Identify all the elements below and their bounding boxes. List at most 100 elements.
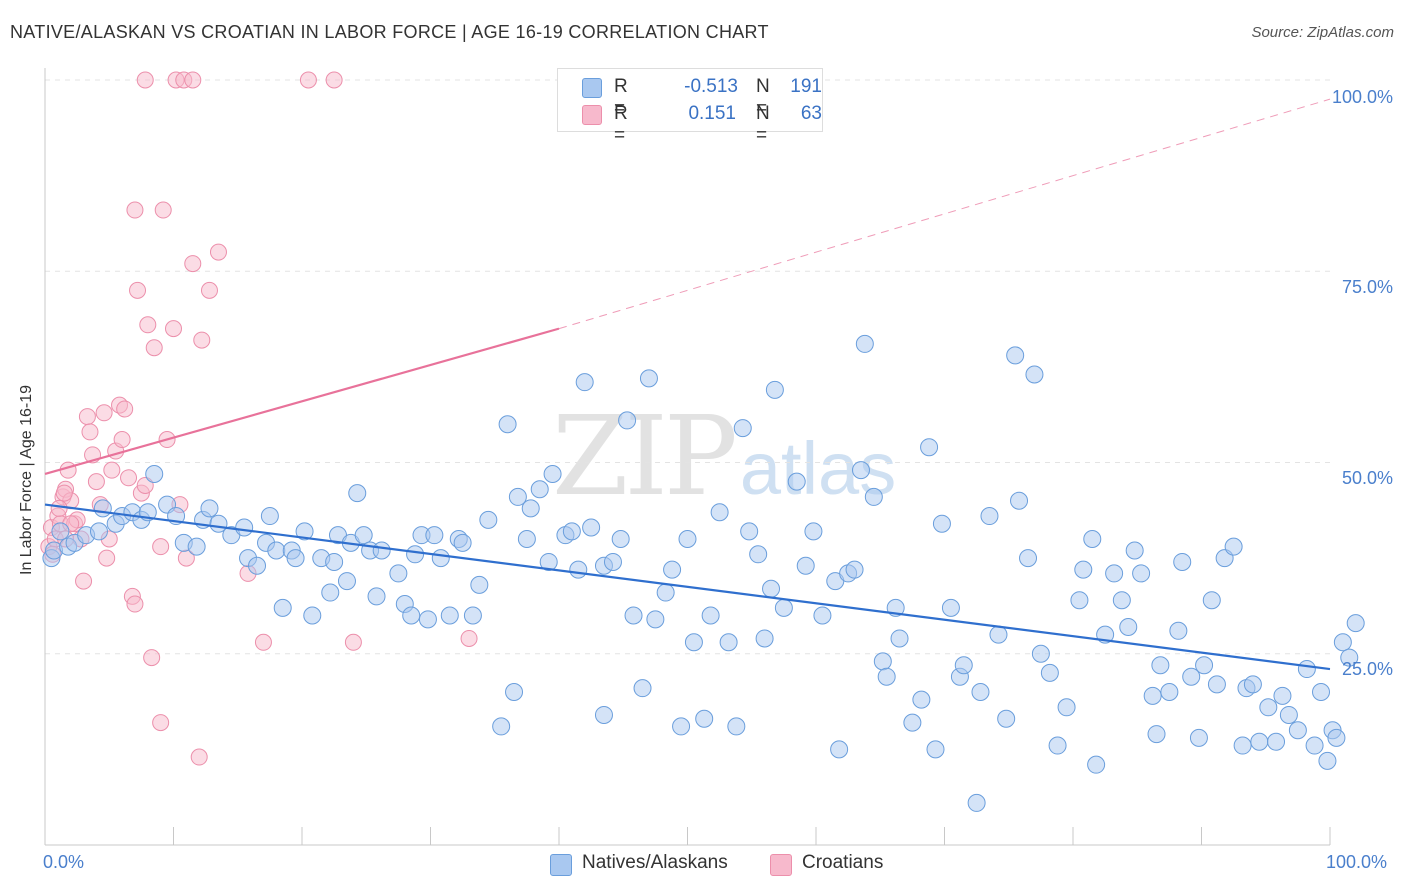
natives-point <box>273 598 292 617</box>
natives-point <box>912 690 931 709</box>
natives-point <box>248 556 267 575</box>
natives-point <box>877 667 896 686</box>
croatians-point <box>50 499 68 517</box>
legend-r-value: -0.513 <box>684 76 738 97</box>
natives-point <box>1340 648 1359 667</box>
legend-n-label: N = <box>756 76 770 119</box>
natives-point <box>1318 751 1337 770</box>
croatians-point <box>184 255 202 273</box>
croatians-point <box>78 408 96 426</box>
natives-point <box>1019 549 1038 568</box>
natives-point <box>733 419 752 438</box>
croatians-point <box>193 331 211 349</box>
natives-point <box>1125 541 1144 560</box>
natives-point <box>479 510 498 529</box>
natives-point <box>830 740 849 759</box>
natives-point <box>1112 591 1131 610</box>
natives-point <box>575 373 594 392</box>
natives-point <box>1057 698 1076 717</box>
croatians-point <box>113 431 131 449</box>
axes <box>44 68 1331 846</box>
croatians-point <box>81 423 99 441</box>
croatians-point <box>299 71 317 89</box>
croatians-point <box>190 748 208 766</box>
natives-point <box>295 522 314 541</box>
legend-swatch-blue <box>582 78 602 98</box>
croatians-point <box>200 281 218 299</box>
croatians-point <box>139 316 157 334</box>
croatians-point <box>254 633 272 651</box>
natives-point <box>1119 617 1138 636</box>
croatians-point <box>460 629 478 647</box>
legend-swatch-pink <box>582 105 602 125</box>
croatians-point <box>184 71 202 89</box>
croatians-point <box>152 538 170 556</box>
natives-point <box>431 549 450 568</box>
croatians-point <box>116 400 134 418</box>
croatians-point <box>120 469 138 487</box>
natives-point <box>1224 537 1243 556</box>
legend-r-label: R = <box>614 76 628 119</box>
y-tick-label-75: 75.0% <box>1341 277 1393 297</box>
natives-point <box>418 610 437 629</box>
natives-point <box>1083 530 1102 548</box>
croatians-point <box>126 595 144 613</box>
natives-point <box>618 411 637 430</box>
natives-point <box>954 656 973 675</box>
natives-point <box>402 606 421 625</box>
natives-point <box>1273 686 1292 705</box>
legend-swatch-croatians <box>770 854 792 876</box>
natives-points <box>42 334 1365 812</box>
croatians-point <box>98 549 116 567</box>
natives-point <box>890 629 909 648</box>
natives-point <box>989 625 1008 644</box>
legend-label-croatians: Croatians <box>802 852 884 873</box>
croatians-point <box>95 404 113 422</box>
natives-point <box>354 526 373 545</box>
natives-point <box>701 606 720 625</box>
natives-point <box>1207 675 1226 694</box>
y-axis-label: In Labor Force | Age 16-19 <box>18 384 35 575</box>
natives-point <box>1182 667 1201 686</box>
natives-point <box>639 369 658 388</box>
natives-point <box>873 652 892 671</box>
natives-point <box>1010 491 1029 510</box>
natives-trend-line <box>44 503 1331 671</box>
natives-point <box>603 552 622 571</box>
natives-point <box>1143 686 1162 705</box>
natives-point <box>1189 728 1208 747</box>
natives-point <box>492 717 511 736</box>
natives-point <box>463 606 482 625</box>
natives-point <box>932 514 951 533</box>
natives-point <box>337 572 356 591</box>
natives-point <box>1288 721 1307 740</box>
natives-point <box>372 541 391 560</box>
natives-point <box>804 522 823 541</box>
natives-point <box>325 552 344 571</box>
natives-point <box>1105 564 1124 583</box>
croatians-trend-line <box>44 327 560 476</box>
natives-point <box>187 537 206 556</box>
natives-point <box>453 533 472 552</box>
natives-point <box>762 579 781 598</box>
x-tick-label-0: 0.0% <box>43 852 85 872</box>
natives-point <box>755 629 774 648</box>
natives-point <box>855 334 874 353</box>
stats-legend: R = -0.513 N = 191 R = 0.151 N = 63 <box>557 68 823 146</box>
natives-point <box>774 598 793 617</box>
natives-point <box>1151 656 1170 675</box>
natives-point <box>1202 591 1221 610</box>
natives-point <box>646 610 665 629</box>
natives-point <box>624 606 643 625</box>
natives-point <box>1259 698 1278 717</box>
natives-point <box>1312 683 1331 701</box>
natives-point <box>260 507 279 526</box>
natives-point <box>1195 656 1214 675</box>
natives-point <box>663 560 682 579</box>
natives-point <box>521 499 540 518</box>
y-tick-label-50: 50.0% <box>1341 468 1393 488</box>
natives-point <box>1267 732 1286 751</box>
legend-r-label: R = <box>614 103 628 146</box>
croatians-point <box>143 649 161 667</box>
croatians-point <box>126 201 144 219</box>
